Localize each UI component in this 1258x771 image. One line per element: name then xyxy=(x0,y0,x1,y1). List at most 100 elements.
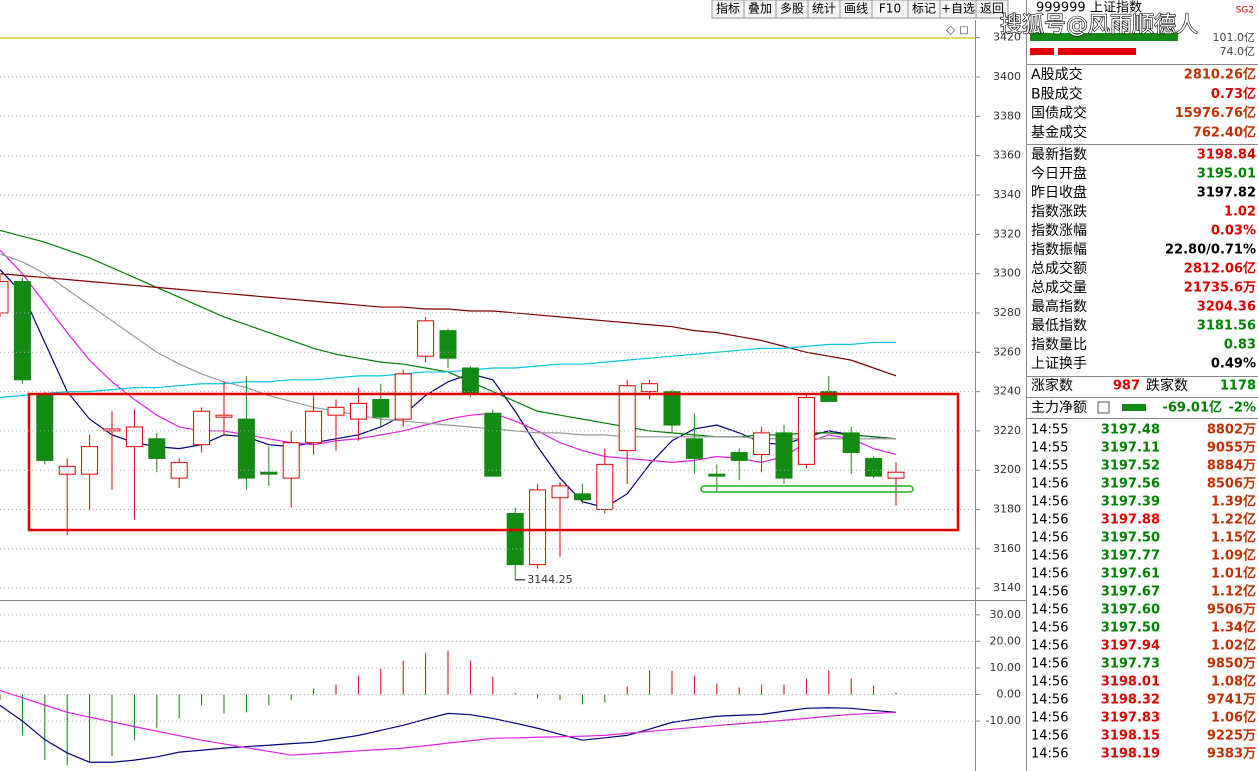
toolbar-label[interactable]: 指标 xyxy=(716,1,740,16)
y-tick-label: 3220 xyxy=(993,424,1021,437)
watermark: 搜狐号@风雨顺德人 xyxy=(1000,13,1198,38)
tick-time: 14:55 xyxy=(1031,459,1068,474)
candle-body xyxy=(193,410,211,446)
quote-value: 22.80/0.71% xyxy=(1165,243,1256,258)
tick-volume: 9383万 xyxy=(1207,747,1256,762)
y-tick-label: 3200 xyxy=(993,463,1021,476)
y-tick-label: 3240 xyxy=(993,385,1021,398)
ma-line xyxy=(0,273,897,377)
tick-time: 14:56 xyxy=(1031,513,1068,528)
quote-label: 昨日收盘 xyxy=(1031,184,1087,201)
candle-body xyxy=(663,391,681,426)
tick-volume: 1.06亿 xyxy=(1211,710,1256,726)
tick-price: 3197.77 xyxy=(1101,549,1160,564)
quote-label: 基金成交 xyxy=(1031,124,1087,141)
breadth-label: 跌家数 xyxy=(1146,377,1188,394)
candle-body xyxy=(596,463,614,511)
tick-time: 14:56 xyxy=(1031,711,1068,726)
candle-body xyxy=(394,373,412,420)
candle-body xyxy=(551,485,569,499)
tick-volume: 9055万 xyxy=(1207,441,1256,456)
macd-line xyxy=(0,689,897,756)
tick-price: 3197.88 xyxy=(1101,513,1160,528)
tick-volume: 1.34亿 xyxy=(1211,620,1256,636)
tick-volume: 1.08亿 xyxy=(1211,674,1256,690)
toolbar-label[interactable]: 画线 xyxy=(844,2,868,16)
y-tick-label: 3380 xyxy=(993,109,1021,122)
quote-label: 最高指数 xyxy=(1031,298,1087,315)
y-tick-label: 3340 xyxy=(993,188,1021,201)
quote-value: 3195.01 xyxy=(1197,167,1256,182)
tick-time: 14:55 xyxy=(1031,423,1068,438)
toolbar-label[interactable]: +自选 xyxy=(941,2,975,16)
highlight-box xyxy=(27,392,960,532)
quote-value: 3197.82 xyxy=(1197,186,1256,201)
candle-body xyxy=(125,426,143,448)
tick-volume: 9506万 xyxy=(1207,603,1256,618)
tick-volume: 1.01亿 xyxy=(1211,566,1256,582)
toolbar-button[interactable] xyxy=(975,0,1009,19)
tick-price: 3198.32 xyxy=(1101,693,1160,708)
tick-time: 14:56 xyxy=(1031,495,1068,510)
flow-label: 主力净额 xyxy=(1031,400,1087,416)
tick-volume: 1.09亿 xyxy=(1211,548,1256,564)
volume-bar xyxy=(1030,33,1178,41)
quote-value: 0.03% xyxy=(1211,224,1256,239)
tick-price: 3197.39 xyxy=(1101,495,1160,510)
quote-value: 2812.06亿 xyxy=(1184,261,1256,277)
candle-body xyxy=(215,414,233,418)
quote-label: 国债成交 xyxy=(1031,105,1087,122)
tick-volume: 1.02亿 xyxy=(1211,638,1256,654)
tick-time: 14:56 xyxy=(1031,675,1068,690)
y-tick-label: 3180 xyxy=(993,503,1021,516)
tick-time: 14:56 xyxy=(1031,603,1068,618)
y-tick-label: 3300 xyxy=(993,267,1021,280)
toolbar-label[interactable]: 多股 xyxy=(780,2,804,16)
tick-volume: 1.15亿 xyxy=(1211,530,1256,546)
quote-label: 指数量比 xyxy=(1031,337,1087,353)
quote-value: 0.83 xyxy=(1224,338,1256,353)
candle-body xyxy=(305,410,323,444)
panel: 指标 叠加 多股 统计 画线 F10 标记 +自选 返回 999999 上证指数 SG2101.0亿7… xyxy=(711,0,1258,762)
quote-value: 21735.6万 xyxy=(1184,281,1256,296)
quote-value: 3181.56 xyxy=(1197,319,1256,334)
quote-label: 指数振幅 xyxy=(1031,242,1087,258)
candle-body xyxy=(237,418,255,479)
candle-body xyxy=(0,280,9,314)
candle-body xyxy=(327,406,345,416)
tick-time: 14:56 xyxy=(1031,639,1068,654)
tick-price: 3197.50 xyxy=(1101,531,1160,546)
tick-price: 3197.52 xyxy=(1101,459,1160,474)
candle-body xyxy=(461,367,479,395)
candle-body xyxy=(170,461,188,479)
stock-code: 999999 xyxy=(1036,1,1086,16)
toolbar-label[interactable]: F10 xyxy=(879,2,901,16)
tick-price: 3197.11 xyxy=(1101,441,1160,456)
tick-price: 3198.01 xyxy=(1101,675,1160,690)
amount: 74.0亿 xyxy=(1220,45,1256,58)
quote-label: A股成交 xyxy=(1031,66,1083,83)
candle-body xyxy=(13,280,31,381)
y-tick-label: -10.00 xyxy=(986,714,1021,727)
ma-line xyxy=(0,341,896,399)
candle-body xyxy=(506,512,524,566)
candle-body xyxy=(484,412,502,477)
tick-time: 14:56 xyxy=(1031,657,1068,672)
y-tick-label: 3420 xyxy=(993,31,1021,44)
candle-body xyxy=(753,432,771,456)
quote-label: 总成交额 xyxy=(1031,260,1087,277)
tick-time: 14:56 xyxy=(1031,693,1068,708)
quote-value: 15976.76亿 xyxy=(1175,105,1256,121)
toolbar-label[interactable]: 叠加 xyxy=(748,2,772,16)
toolbar-label[interactable]: 统计 xyxy=(812,2,836,16)
candle-body xyxy=(865,457,883,477)
y-tick-label: 30.00 xyxy=(990,608,1022,621)
tick-price: 3197.50 xyxy=(1101,621,1160,636)
toolbar-label[interactable]: 返回 xyxy=(980,2,1004,16)
toolbar-label[interactable]: 标记 xyxy=(912,2,936,16)
tick-price: 3197.94 xyxy=(1101,639,1160,654)
y-tick-label: 3140 xyxy=(993,581,1021,594)
quote-label: 上证换手 xyxy=(1031,355,1087,372)
candle-body xyxy=(730,452,748,461)
